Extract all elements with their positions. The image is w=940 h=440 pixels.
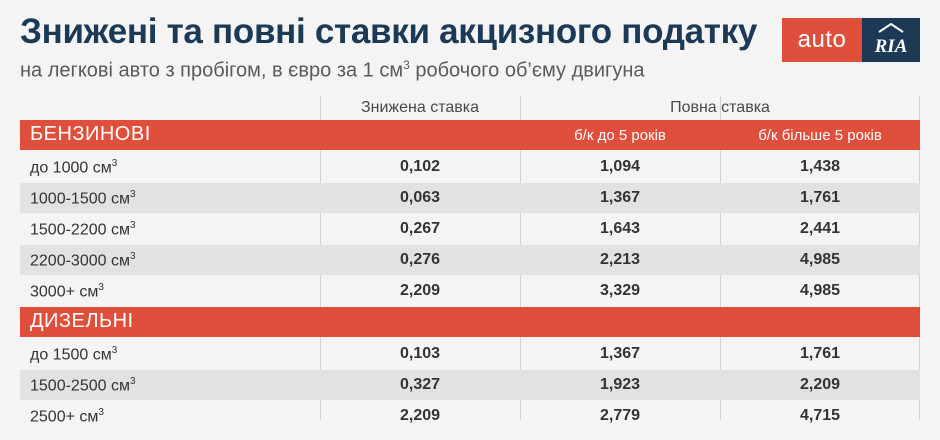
row-label: 1500-2500 см3 — [30, 376, 136, 395]
row-label-superscript: 3 — [111, 158, 118, 169]
table-row: 3000+ см3 2,209 3,329 4,985 — [20, 276, 920, 306]
table-row: 2200-3000 см3 0,276 2,213 4,985 — [20, 245, 920, 275]
row-label-superscript: 3 — [98, 282, 104, 293]
full-rate-under-5-value: 1,367 — [599, 189, 641, 206]
row-label-superscript: 3 — [129, 376, 136, 387]
full-rate-over-5-value: 2,209 — [799, 376, 841, 393]
table-row: 1000-1500 см3 0,063 1,367 1,761 — [20, 183, 920, 213]
row-label-superscript: 3 — [129, 220, 136, 231]
row-label-superscript: 3 — [111, 345, 118, 356]
reduced-rate-value: 2,209 — [399, 407, 441, 424]
reduced-rate-value: 0,103 — [399, 345, 441, 362]
row-label-text: 2200-3000 см — [30, 252, 130, 270]
row-label-superscript: 3 — [129, 189, 136, 200]
full-rate-under-5-value: 2,213 — [599, 251, 641, 268]
full-rate-over-5-value: 1,761 — [799, 189, 841, 206]
reduced-rate-value: 2,209 — [399, 282, 441, 299]
header-full-rate: Повна ставка — [670, 99, 770, 116]
logo-ria-block: RIA — [862, 18, 920, 62]
section-header: ДИЗЕЛЬНІ — [20, 307, 920, 337]
row-label: до 1000 см3 — [30, 158, 117, 177]
row-label-text: 1500-2200 см — [30, 221, 130, 239]
logo-auto-text: auto — [782, 18, 862, 62]
page-title: Знижені та повні ставки акцизного податк… — [20, 12, 758, 51]
reduced-rate-value: 0,102 — [399, 158, 441, 175]
row-label: 2200-3000 см3 — [30, 251, 136, 270]
subheader-over-5-years: б/к більше 5 років — [758, 127, 882, 144]
table-row: 1500-2500 см3 0,327 1,923 2,209 — [20, 370, 920, 400]
subtitle-superscript: 3 — [403, 58, 410, 72]
reduced-rate-value: 0,327 — [399, 376, 441, 393]
logo-ria-text: RIA — [874, 36, 908, 57]
full-rate-under-5-value: 3,329 — [599, 282, 641, 299]
full-rate-under-5-value: 1,094 — [599, 158, 641, 175]
full-rate-over-5-value: 4,985 — [799, 251, 841, 268]
full-rate-over-5-value: 4,985 — [799, 282, 841, 299]
full-rate-over-5-value: 1,438 — [799, 158, 841, 175]
section-header: БЕНЗИНОВІ б/к до 5 років б/к більше 5 рокі… — [20, 120, 920, 150]
full-rate-under-5-value: 1,367 — [599, 345, 641, 362]
full-rate-over-5-value: 1,761 — [799, 345, 841, 362]
reduced-rate-value: 0,276 — [399, 251, 441, 268]
row-label-superscript: 3 — [129, 251, 136, 262]
row-label-text: 1000-1500 см — [30, 190, 130, 208]
row-label-text: 3000+ см — [30, 283, 99, 301]
row-label: до 1500 см3 — [30, 345, 117, 364]
table-row: 1500-2200 см3 0,267 1,643 2,441 — [20, 214, 920, 244]
reduced-rate-value: 0,267 — [399, 220, 441, 237]
full-rate-over-5-value: 2,441 — [799, 220, 841, 237]
full-rate-under-5-value: 2,779 — [599, 407, 641, 424]
row-label-text: до 1000 см — [30, 159, 112, 177]
reduced-rate-value: 0,063 — [399, 189, 441, 206]
autoria-logo[interactable]: auto RIA — [782, 18, 920, 62]
row-label: 1000-1500 см3 — [30, 189, 136, 208]
section-label: БЕНЗИНОВІ — [30, 123, 151, 145]
subtitle-end: робочого об’єму двигуна — [409, 59, 645, 82]
table-row: до 1000 см3 0,102 1,094 1,438 — [20, 152, 920, 182]
row-label: 3000+ см3 — [30, 282, 104, 301]
row-label-text: 1500-2500 см — [30, 377, 130, 395]
house-roof-icon — [878, 23, 904, 33]
row-label: 1500-2200 см3 — [30, 220, 136, 239]
row-label-text: до 1500 см — [30, 346, 112, 364]
section-label: ДИЗЕЛЬНІ — [30, 310, 134, 332]
row-label: 2500+ см3 — [30, 407, 104, 426]
row-label-text: 2500+ см — [30, 408, 99, 426]
full-rate-under-5-value: 1,643 — [599, 220, 641, 237]
table-row: 2500+ см3 2,209 2,779 4,715 — [20, 401, 920, 431]
table-row: до 1500 см3 0,103 1,367 1,761 — [20, 339, 920, 369]
full-rate-over-5-value: 4,715 — [799, 407, 841, 424]
header-reduced-rate: Знижена ставка — [360, 99, 479, 116]
row-label-superscript: 3 — [98, 407, 104, 418]
subtitle-main: на легкові авто з пробігом, в євро за 1 … — [20, 59, 404, 82]
full-rate-under-5-value: 1,923 — [599, 376, 641, 393]
subheader-under-5-years: б/к до 5 років — [574, 127, 666, 144]
page-subtitle: на легкові авто з пробігом, в євро за 1 … — [20, 58, 645, 83]
